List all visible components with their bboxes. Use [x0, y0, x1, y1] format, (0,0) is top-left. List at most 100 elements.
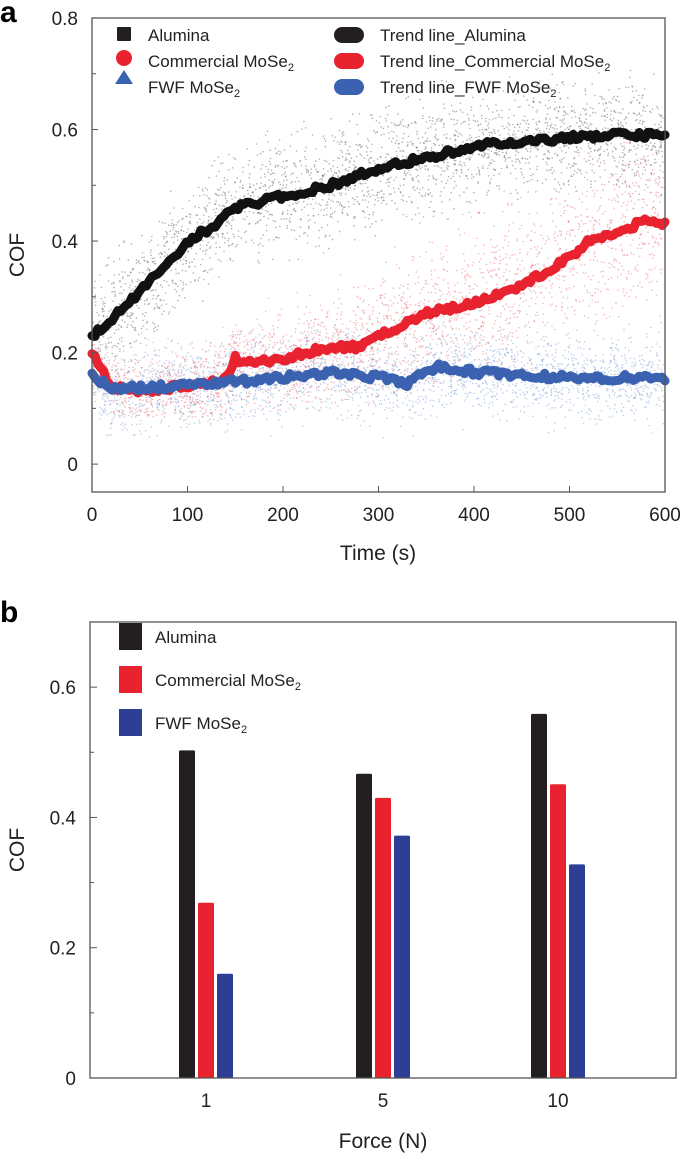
scatter-point — [420, 338, 423, 341]
scatter-point — [469, 127, 471, 130]
scatter-point — [282, 212, 284, 215]
scatter-point — [561, 149, 563, 152]
scatter-point — [235, 191, 237, 193]
scatter-point — [387, 153, 390, 156]
scatter-point — [570, 175, 573, 177]
scatter-point — [326, 315, 329, 317]
scatter-point — [590, 278, 592, 281]
scatter-point — [121, 402, 123, 404]
scatter-point — [418, 381, 420, 384]
scatter-point — [514, 273, 516, 275]
scatter-point — [277, 326, 279, 329]
scatter-point — [595, 127, 598, 129]
scatter-point — [242, 186, 245, 189]
scatter-point — [425, 334, 428, 337]
scatter-point — [336, 141, 339, 143]
scatter-point — [520, 224, 523, 227]
scatter-point — [163, 244, 165, 247]
scatter-point — [139, 399, 141, 401]
scatter-point — [628, 185, 630, 187]
scatter-point — [261, 163, 264, 166]
scatter-point — [558, 143, 560, 145]
scatter-point — [130, 324, 133, 326]
scatter-point — [318, 338, 320, 341]
scatter-point — [147, 303, 149, 306]
scatter-point — [254, 411, 256, 414]
scatter-point — [508, 224, 511, 226]
scatter-point — [434, 144, 436, 147]
scatter-point — [195, 214, 198, 216]
scatter-point — [623, 169, 626, 172]
scatter-point — [599, 95, 601, 98]
scatter-point — [258, 251, 260, 254]
scatter-point — [642, 158, 644, 160]
scatter-point — [114, 370, 116, 373]
scatter-point — [327, 336, 330, 339]
scatter-point — [182, 283, 185, 286]
scatter-point — [387, 309, 390, 312]
scatter-point — [463, 277, 466, 279]
scatter-point — [487, 356, 489, 358]
scatter-point — [196, 372, 198, 374]
scatter-point — [403, 339, 406, 342]
scatter-point — [135, 407, 138, 410]
scatter-point — [524, 134, 527, 137]
scatter-point — [263, 215, 265, 218]
scatter-point — [471, 177, 473, 179]
scatter-point — [215, 370, 217, 373]
scatter-point — [336, 357, 338, 360]
scatter-point — [469, 156, 471, 158]
scatter-point — [471, 153, 474, 156]
scatter-point — [360, 328, 363, 331]
scatter-point — [152, 415, 154, 418]
scatter-point — [591, 169, 593, 172]
scatter-point — [401, 155, 404, 158]
scatter-point — [412, 177, 415, 180]
scatter-point — [659, 315, 661, 318]
scatter-point — [317, 357, 320, 360]
scatter-point — [336, 330, 338, 333]
scatter-point — [374, 131, 377, 134]
scatter-point — [606, 107, 608, 109]
scatter-point — [293, 229, 296, 232]
scatter-point — [531, 178, 533, 181]
scatter-point — [167, 425, 170, 428]
scatter-point — [188, 261, 191, 264]
scatter-point — [410, 140, 412, 143]
scatter-point — [138, 371, 141, 374]
scatter-point — [453, 187, 455, 189]
scatter-point — [294, 331, 297, 333]
scatter-point — [643, 243, 645, 245]
scatter-point — [225, 221, 227, 223]
scatter-point — [377, 197, 379, 199]
scatter-point — [405, 173, 407, 175]
scatter-point — [322, 135, 325, 137]
scatter-point — [482, 165, 484, 168]
scatter-point — [638, 102, 641, 104]
scatter-point — [261, 208, 264, 210]
scatter-point — [199, 399, 201, 402]
scatter-point — [615, 179, 618, 181]
scatter-point — [159, 299, 161, 301]
scatter-point — [608, 315, 611, 318]
scatter-point — [483, 151, 485, 154]
scatter-point — [103, 310, 105, 313]
scatter-point — [621, 125, 624, 127]
scatter-point — [548, 169, 550, 172]
scatter-point — [286, 209, 289, 212]
scatter-point — [170, 398, 172, 401]
scatter-point — [420, 301, 422, 303]
scatter-point — [272, 346, 274, 348]
scatter-point — [318, 245, 320, 247]
scatter-point — [240, 237, 243, 239]
scatter-point — [563, 276, 565, 278]
scatter-point — [372, 309, 374, 312]
scatter-point — [341, 135, 344, 137]
scatter-point — [608, 219, 611, 221]
scatter-point — [615, 173, 617, 175]
scatter-point — [485, 263, 488, 266]
scatter-point — [321, 356, 324, 358]
scatter-point — [375, 120, 378, 122]
scatter-point — [378, 367, 381, 369]
scatter-point — [399, 191, 402, 193]
